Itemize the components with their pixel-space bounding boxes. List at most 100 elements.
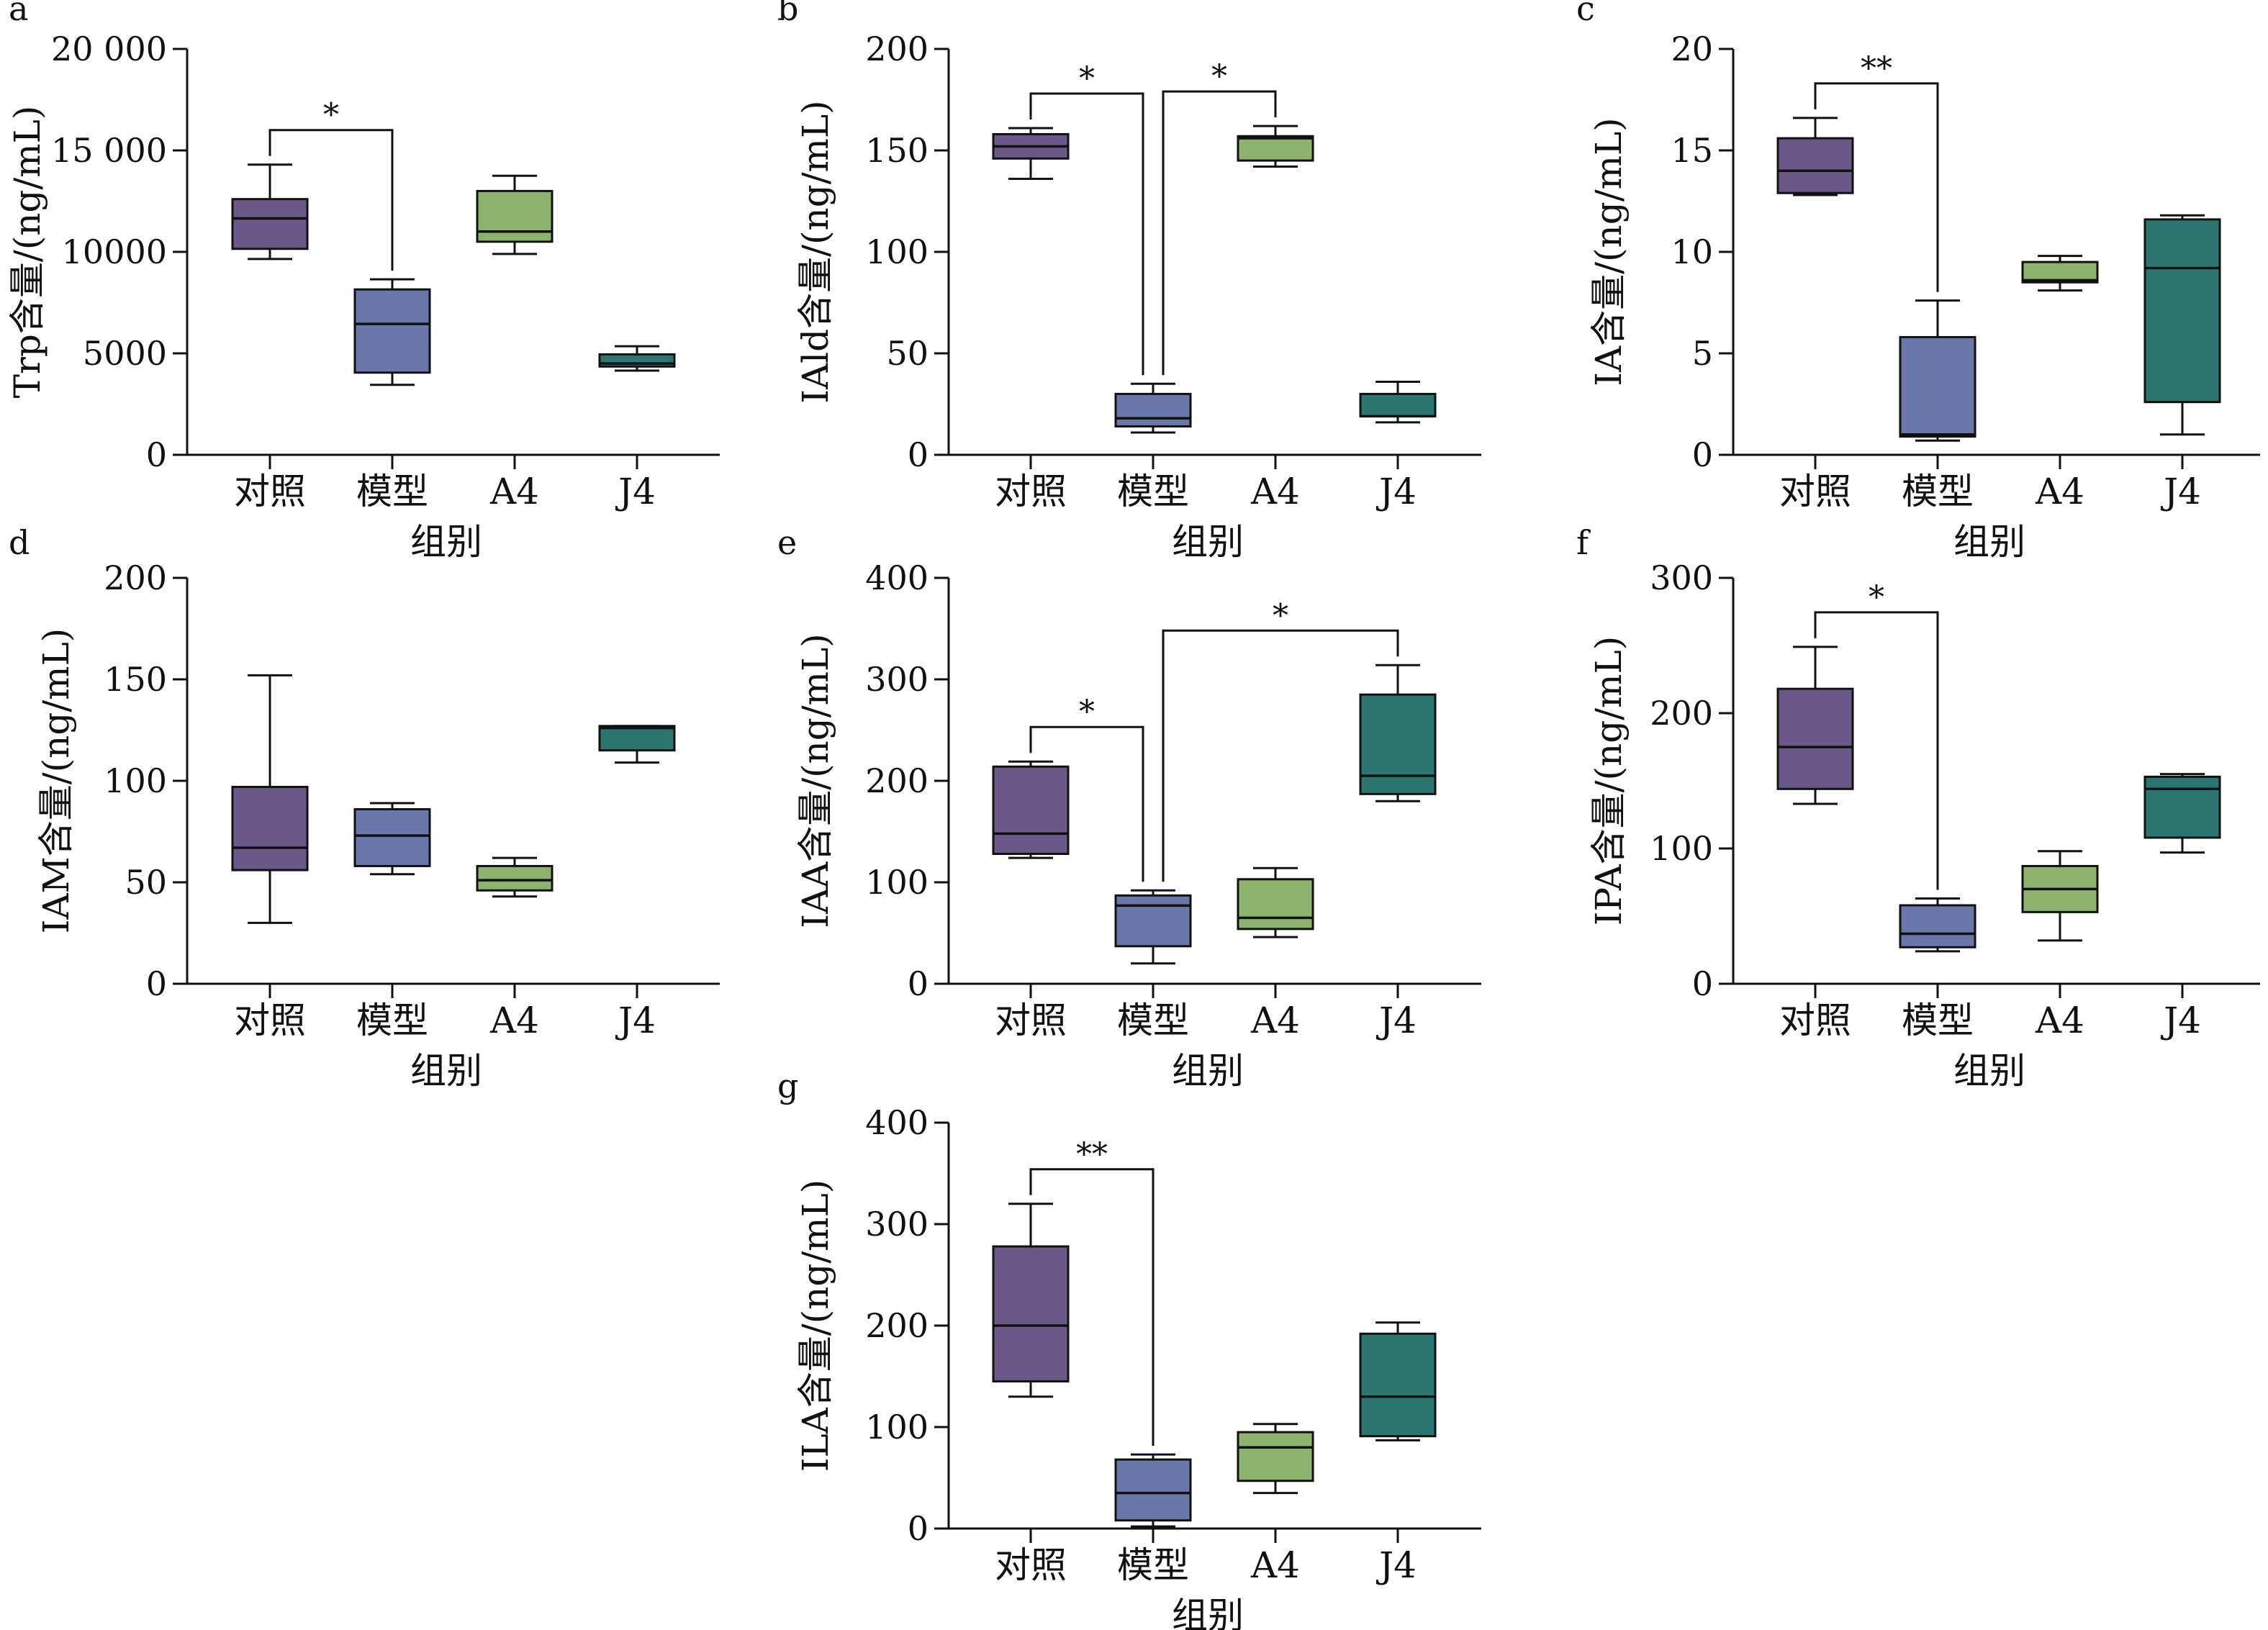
box-iqr: [1776, 137, 1854, 194]
x-tick-label: J4: [2160, 1000, 2201, 1041]
x-tick-label: 对照: [995, 471, 1067, 512]
box-0: [992, 760, 1070, 859]
x-tick-label: J4: [1375, 471, 1417, 512]
bracket-line: [1029, 1168, 1155, 1446]
panel-b: b 0 50 100 150 200 对照 模型 A4 J4 组别 IAld含量/(ng/mL) * *: [777, 0, 1481, 563]
box-3: [1359, 1321, 1437, 1441]
panel-letter: g: [777, 1067, 798, 1105]
box-0: [992, 127, 1070, 180]
x-tick-label: A4: [1250, 1000, 1300, 1041]
y-tick-label: 50: [125, 863, 167, 902]
y-axis-label: IAA含量/(ng/mL): [795, 633, 836, 928]
y-tick-label: 200: [865, 761, 929, 800]
box-iqr: [2143, 775, 2221, 839]
significance-label: **: [1076, 1136, 1108, 1173]
y-tick-label: 200: [104, 558, 167, 597]
x-tick-label: 对照: [234, 1000, 306, 1041]
x-tick-label: J4: [1375, 1000, 1417, 1041]
box-iqr: [1237, 1431, 1314, 1482]
x-axis-label: 组别: [410, 521, 482, 563]
y-tick-label: 0: [908, 1509, 929, 1548]
x-axis-label: 组别: [410, 1050, 482, 1092]
y-axis-label: IA含量/(ng/mL): [1588, 117, 1630, 386]
significance-bracket: *: [268, 97, 394, 271]
x-tick-label: 模型: [1117, 1000, 1189, 1041]
box-0: [992, 1203, 1070, 1398]
y-tick-label: 150: [104, 660, 167, 699]
box-iqr: [1359, 392, 1437, 417]
y-axis-label: IAld含量/(ng/mL): [795, 100, 836, 403]
box-1: [1899, 299, 1976, 442]
box-iqr: [1114, 894, 1192, 948]
box-2: [476, 174, 554, 255]
significance-label: *: [1079, 694, 1095, 730]
bracket-line: [1814, 611, 1939, 890]
x-tick-label: A4: [2035, 471, 2084, 512]
x-tick-label: J4: [615, 1000, 656, 1041]
box-3: [598, 345, 676, 372]
bracket-line: [1162, 90, 1277, 376]
y-tick-label: 0: [1692, 435, 1713, 474]
panel-letter: d: [9, 523, 30, 562]
panel-c: c 0 5 10 15 20 对照 模型 A4 J4 组别 IA含量/(ng/mL) **: [1576, 0, 2260, 563]
x-tick-label: 模型: [356, 471, 428, 512]
box-3: [1359, 664, 1437, 802]
significance-bracket: *: [1162, 58, 1277, 376]
panel-g: g 0 100 200 300 400 对照 模型 A4 J4 组别 ILA含量/(ng/mL) **: [777, 1067, 1481, 1630]
box-iqr: [1899, 904, 1976, 948]
box-2: [2021, 255, 2099, 292]
y-tick-label: 200: [865, 30, 929, 68]
box-iqr: [2143, 218, 2221, 404]
x-axis-label: 组别: [1953, 1050, 2025, 1092]
x-tick-label: J4: [615, 471, 656, 512]
bracket-line: [1814, 82, 1939, 292]
panel-letter: a: [9, 0, 28, 28]
y-axis-label: IAM含量/(ng/mL): [35, 628, 77, 934]
y-tick-label: 200: [865, 1306, 929, 1345]
panel-letter: c: [1576, 0, 1595, 28]
significance-bracket: *: [1029, 694, 1144, 882]
box-1: [1114, 889, 1192, 965]
box-iqr: [2021, 261, 2099, 284]
significance-bracket: **: [1814, 50, 1939, 292]
x-tick-label: 模型: [356, 1000, 428, 1041]
y-tick-label: 100: [1650, 829, 1713, 868]
box-3: [598, 725, 676, 764]
y-tick-label: 5: [1692, 334, 1713, 373]
x-axis-label: 组别: [1172, 521, 1244, 563]
y-tick-label: 20: [1671, 30, 1713, 68]
x-tick-label: 对照: [995, 1000, 1067, 1041]
y-tick-label: 0: [908, 964, 929, 1003]
box-iqr: [1359, 1332, 1437, 1438]
box-iqr: [1359, 693, 1437, 795]
y-tick-label: 10000: [62, 232, 167, 271]
box-3: [2143, 773, 2221, 854]
y-tick-label: 0: [1692, 964, 1713, 1003]
x-tick-label: A4: [489, 471, 539, 512]
x-tick-label: 对照: [1779, 471, 1851, 512]
box-iqr: [1899, 335, 1976, 438]
x-tick-label: J4: [2160, 471, 2201, 512]
y-tick-label: 10: [1671, 232, 1713, 271]
y-tick-label: 300: [865, 1205, 929, 1244]
y-tick-label: 20 000: [51, 30, 167, 68]
y-tick-label: 0: [908, 435, 929, 474]
box-iqr: [476, 864, 554, 892]
y-tick-label: 150: [865, 131, 929, 170]
box-iqr: [992, 765, 1070, 856]
y-axis-label: IPA含量/(ng/mL): [1588, 636, 1630, 925]
box-0: [231, 163, 309, 261]
x-tick-label: 模型: [1902, 1000, 1974, 1041]
significance-label: *: [1869, 579, 1884, 616]
panel-f: f 0 100 200 300 对照 模型 A4 J4 组别 IPA含量/(ng/mL) *: [1576, 523, 2260, 1092]
y-tick-label: 15: [1671, 131, 1713, 170]
y-axis-label: ILA含量/(ng/mL): [795, 1180, 836, 1472]
y-tick-label: 100: [104, 761, 167, 800]
bracket-line: [1029, 92, 1144, 376]
box-2: [2021, 850, 2099, 942]
box-iqr: [353, 288, 431, 374]
significance-bracket: *: [1162, 597, 1399, 882]
bracket-line: [1162, 629, 1399, 882]
box-2: [1237, 1423, 1314, 1495]
